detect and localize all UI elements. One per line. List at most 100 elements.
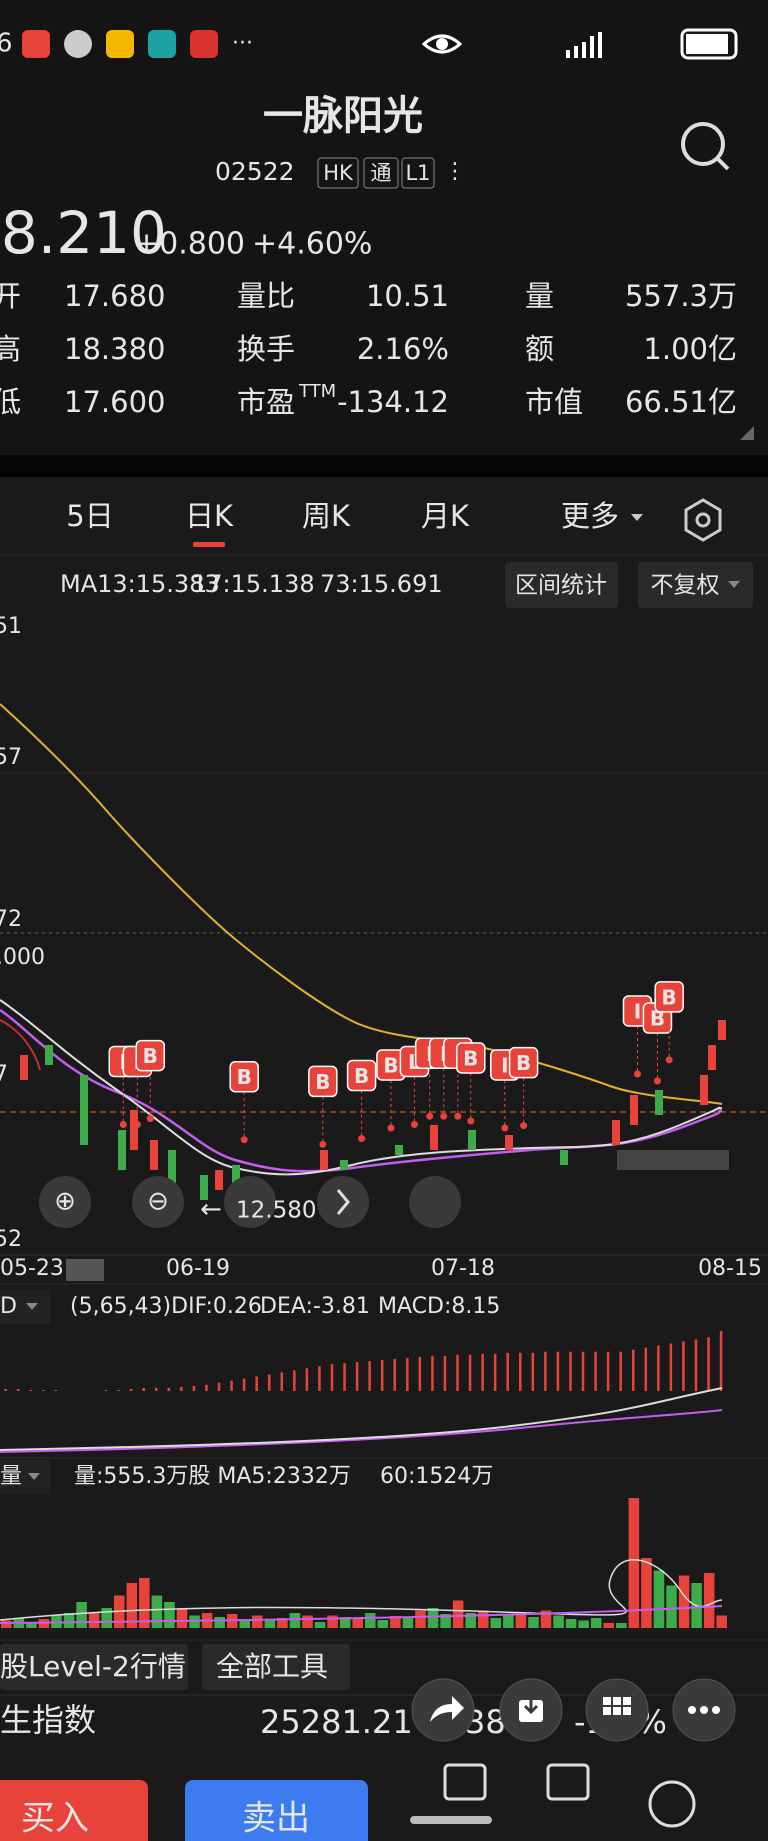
marker-dot bbox=[119, 1120, 127, 1128]
volume-bar bbox=[641, 1558, 652, 1628]
range-label: 区间统计 bbox=[515, 573, 607, 599]
tab[interactable]: 日K bbox=[185, 499, 234, 533]
macd-bar bbox=[368, 1361, 371, 1391]
stat-value: -134.12 bbox=[337, 385, 449, 419]
volume-bar bbox=[377, 1620, 389, 1628]
macd-bar bbox=[707, 1337, 710, 1391]
stat-value: 66.51亿 bbox=[625, 385, 737, 419]
change-pct: +4.60% bbox=[252, 227, 372, 262]
volume-bar bbox=[126, 1583, 138, 1628]
marker-box bbox=[229, 1060, 259, 1093]
volume-bar bbox=[176, 1609, 188, 1628]
sell-button[interactable] bbox=[185, 1780, 368, 1841]
stat-label: 量比 bbox=[237, 279, 295, 313]
tab[interactable]: 更多 bbox=[561, 499, 619, 533]
macd-bar bbox=[142, 1387, 145, 1391]
y-tick-label: 7 bbox=[0, 1062, 8, 1087]
tab[interactable]: 5日 bbox=[66, 499, 113, 533]
volume-bar bbox=[264, 1619, 276, 1628]
macd-bar bbox=[255, 1376, 258, 1391]
marker-box bbox=[654, 981, 684, 1013]
macd-bar bbox=[380, 1360, 384, 1391]
y-tick-label: 72 bbox=[0, 907, 22, 932]
prev[interactable] bbox=[224, 1176, 276, 1228]
volume-bar bbox=[302, 1615, 313, 1628]
index-name: 生指数 bbox=[0, 1701, 96, 1739]
macd-bar bbox=[217, 1382, 221, 1391]
adjust-label: 不复权 bbox=[651, 573, 720, 599]
zoom-in[interactable] bbox=[39, 1176, 91, 1228]
volume-bar bbox=[101, 1608, 112, 1628]
macd-bar bbox=[192, 1385, 196, 1391]
search-icon[interactable] bbox=[681, 122, 725, 166]
macd-bar bbox=[305, 1368, 309, 1391]
range-button[interactable] bbox=[505, 562, 618, 608]
macd-bar bbox=[556, 1351, 560, 1391]
macd-bar bbox=[16, 1388, 20, 1391]
next[interactable] bbox=[317, 1176, 369, 1228]
stat-label: 低 bbox=[0, 385, 21, 419]
marker-dot bbox=[146, 1115, 154, 1123]
tab[interactable]: 月K bbox=[421, 499, 470, 533]
trade-marker: B bbox=[237, 1065, 252, 1089]
zoom-out[interactable] bbox=[132, 1176, 184, 1228]
macd-bar bbox=[406, 1357, 409, 1391]
trade-marker: B bbox=[143, 1044, 158, 1068]
badge-box bbox=[317, 157, 359, 189]
x-tick-label: 07-18 bbox=[431, 1256, 495, 1281]
macd-selector[interactable]: D bbox=[0, 1294, 17, 1319]
volume-ma60: 60:1524万 bbox=[380, 1464, 493, 1489]
adjust-button[interactable] bbox=[638, 562, 753, 608]
status-time: 6 bbox=[0, 29, 13, 59]
buy-button[interactable] bbox=[0, 1780, 148, 1841]
stat-value: 17.600 bbox=[64, 385, 165, 419]
macd-bar bbox=[42, 1389, 45, 1391]
more-caret bbox=[631, 514, 643, 521]
volume-bar bbox=[465, 1613, 476, 1628]
buy-label: 买入 bbox=[21, 1799, 89, 1839]
expand[interactable] bbox=[409, 1176, 461, 1228]
stat-label: 量 bbox=[525, 279, 554, 313]
macd-bar bbox=[606, 1351, 610, 1391]
volume-bar bbox=[314, 1622, 326, 1628]
badge-more: ⋮ bbox=[444, 159, 466, 184]
level2-tab[interactable] bbox=[0, 1644, 188, 1690]
volume-bar bbox=[477, 1610, 489, 1628]
macd-bar bbox=[355, 1362, 359, 1391]
macd-bar bbox=[29, 1389, 32, 1391]
marker-dot bbox=[454, 1112, 462, 1120]
settings-icon[interactable] bbox=[684, 498, 722, 542]
trade-marker: B bbox=[354, 1064, 369, 1088]
volume-bar bbox=[164, 1602, 175, 1628]
badge: HK bbox=[323, 161, 354, 185]
volume-bar bbox=[252, 1615, 263, 1628]
y-tick-label: 57 bbox=[0, 745, 22, 770]
tab[interactable]: 周K bbox=[302, 499, 351, 533]
macd-bar bbox=[393, 1358, 396, 1391]
volume-bar bbox=[402, 1618, 414, 1628]
y-tick-label: 52 bbox=[0, 1227, 22, 1252]
marker-box bbox=[456, 1042, 486, 1074]
macd-bar bbox=[493, 1353, 497, 1391]
marker-dot bbox=[133, 1120, 141, 1128]
ma13: MA13:15.383 bbox=[60, 570, 220, 598]
macd-bar bbox=[719, 1331, 723, 1391]
ma73: 73:15.691 bbox=[320, 570, 443, 598]
stock-code: 02522 bbox=[215, 157, 295, 186]
macd-bar bbox=[4, 1388, 7, 1391]
volume-bar bbox=[565, 1619, 577, 1628]
level2-label: 股Level-2行情 bbox=[0, 1650, 186, 1683]
stat-sup: TTM bbox=[298, 381, 336, 402]
macd-bar bbox=[506, 1352, 509, 1391]
price: 18.210 bbox=[0, 199, 167, 267]
x-tick-label: 05-23 bbox=[0, 1256, 64, 1281]
volume-bar bbox=[1, 1620, 12, 1628]
trade-marker: B bbox=[516, 1051, 531, 1075]
tools-tab[interactable] bbox=[202, 1644, 350, 1690]
macd-bar bbox=[569, 1351, 572, 1391]
macd-bar bbox=[242, 1378, 246, 1391]
volume-bar bbox=[151, 1595, 163, 1628]
macd-bar bbox=[431, 1355, 434, 1391]
volume-selector[interactable]: 量 bbox=[0, 1464, 22, 1489]
